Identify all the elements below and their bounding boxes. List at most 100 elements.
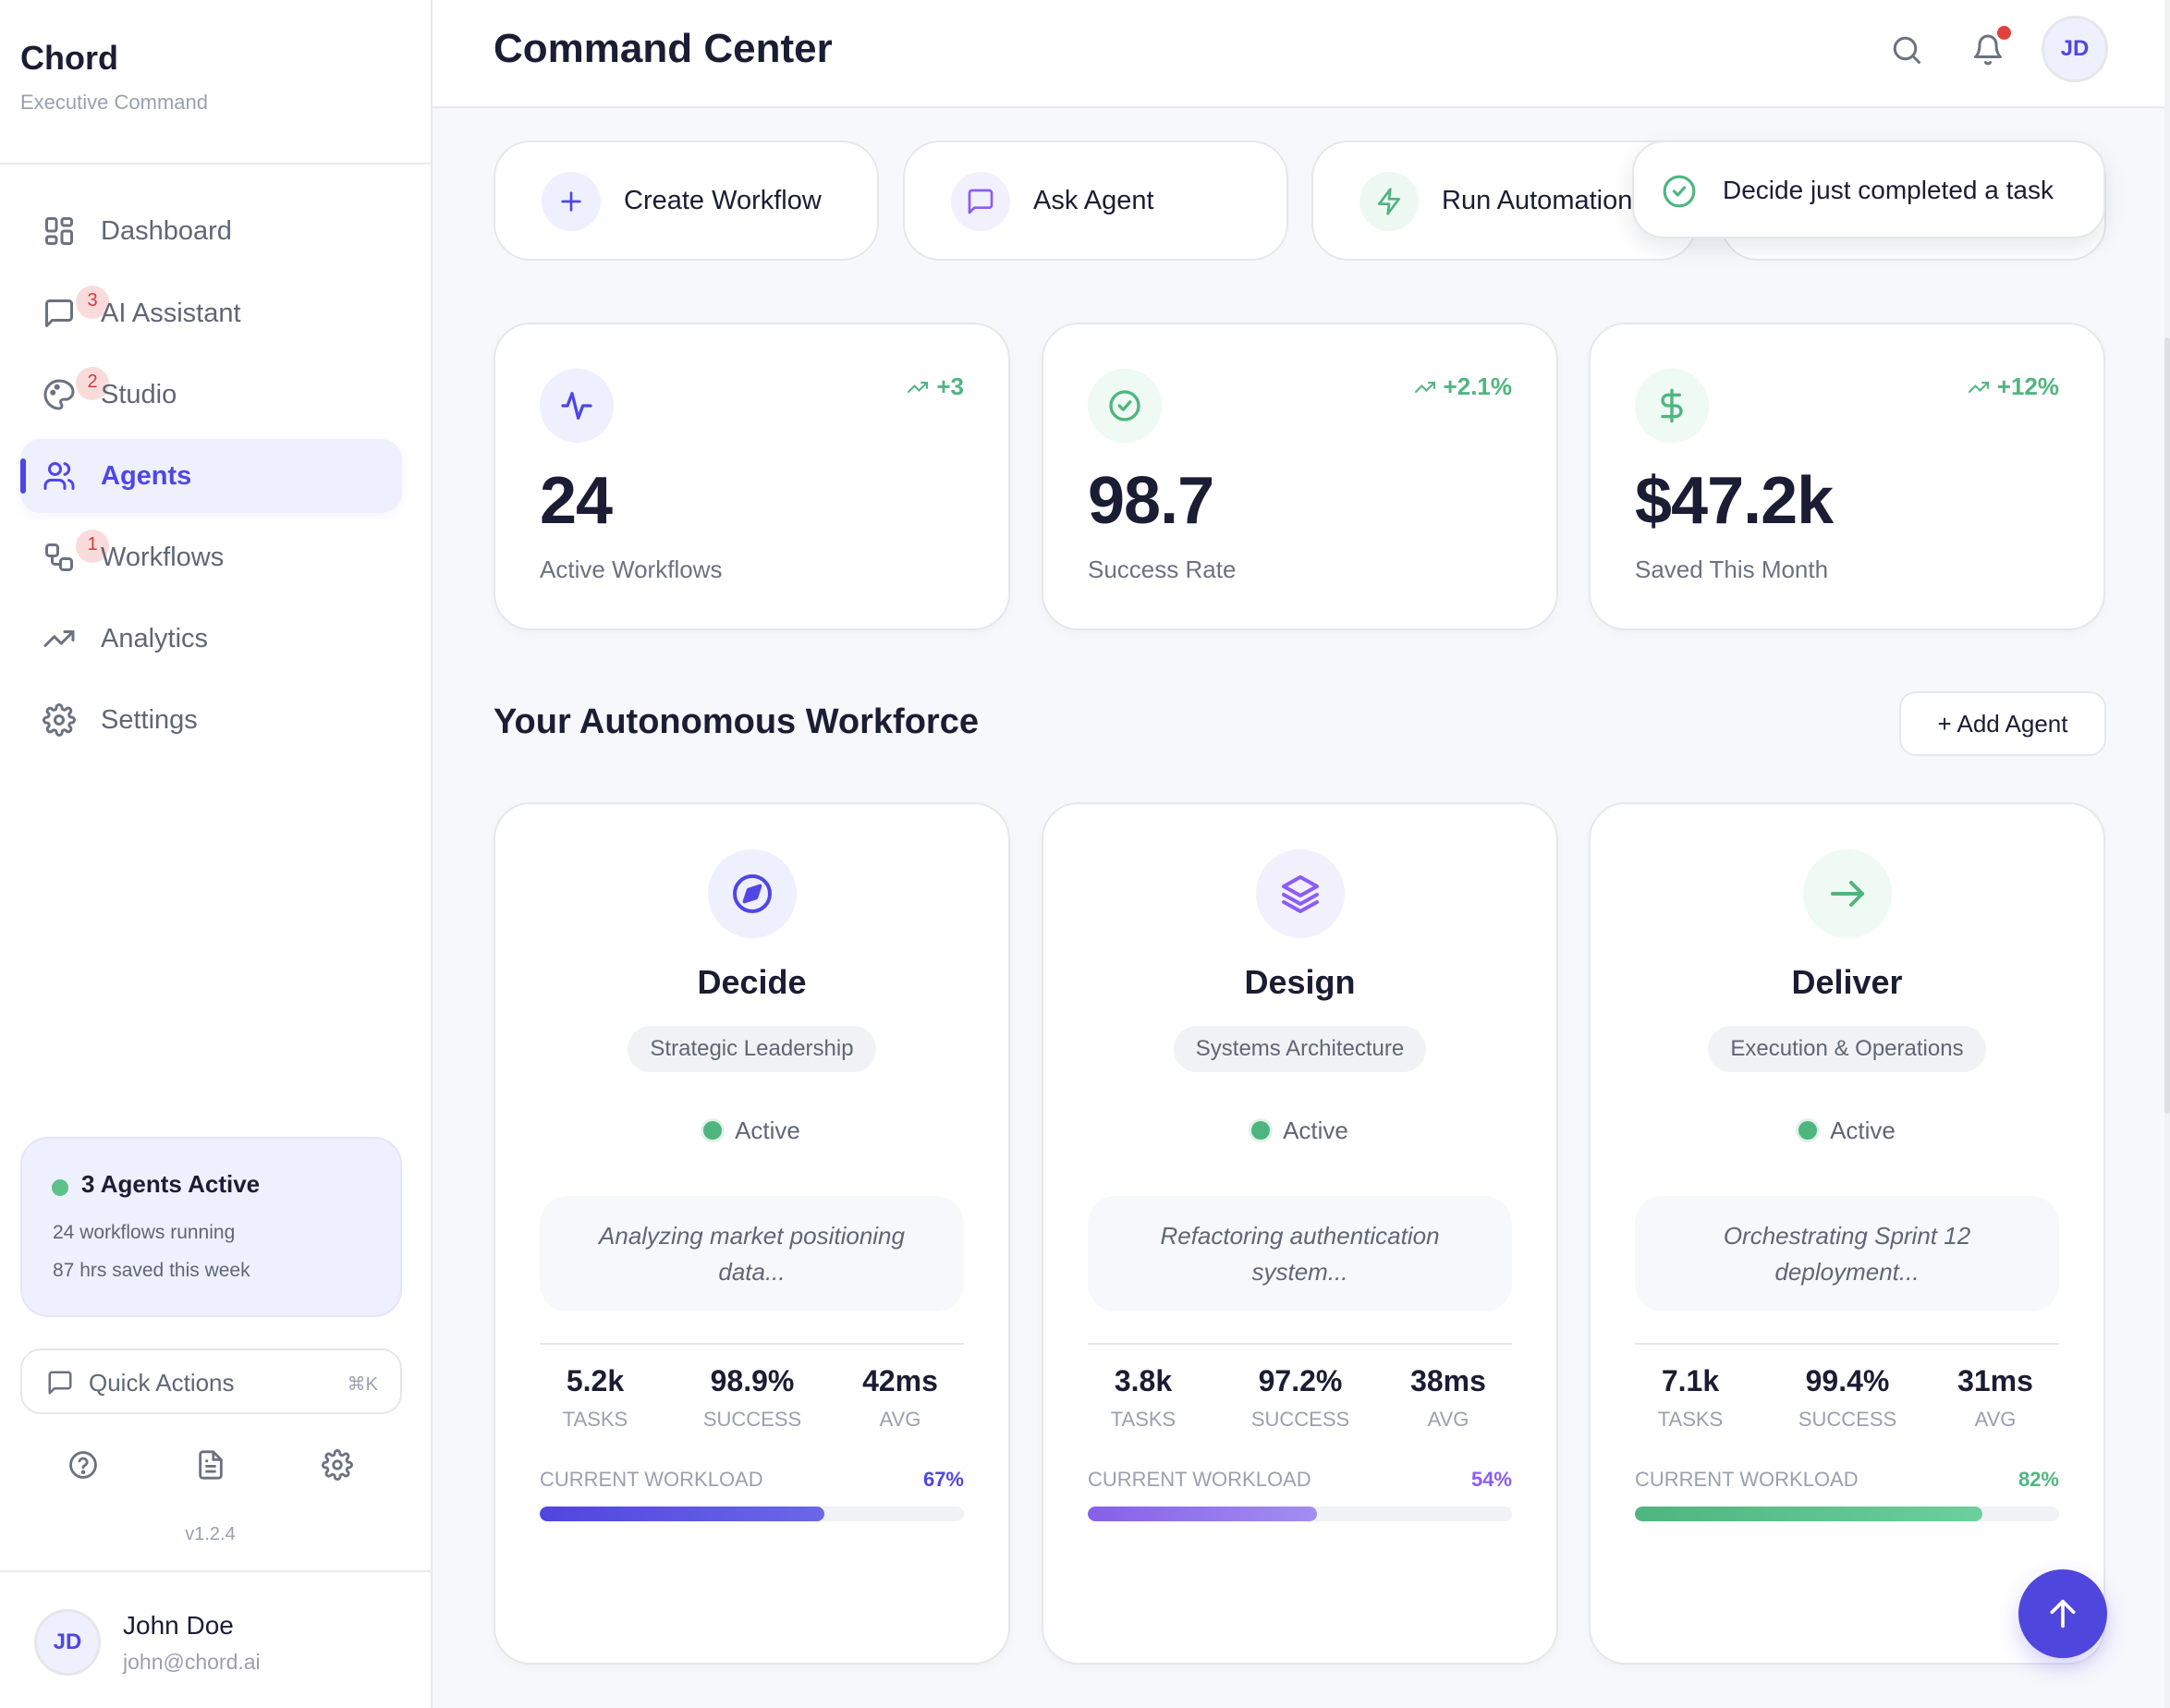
status-dot bbox=[1251, 1121, 1271, 1140]
stat-delta: +2.1% bbox=[1414, 372, 1512, 401]
sidebar-divider bbox=[0, 1570, 431, 1572]
sidebar-item-settings[interactable]: Settings bbox=[20, 683, 402, 757]
stat-value: $47.2k bbox=[1635, 464, 1834, 538]
stat-label: Saved This Month bbox=[1635, 555, 1829, 583]
sidebar-item-label: Dashboard bbox=[101, 215, 232, 246]
activity-icon bbox=[561, 392, 592, 420]
hours-saved-text: 87 hrs saved this week bbox=[53, 1260, 250, 1281]
stat-value: 24 bbox=[540, 464, 613, 538]
icon-circle bbox=[1803, 849, 1892, 938]
metric-label: AVG bbox=[879, 1408, 921, 1431]
message-square-icon bbox=[968, 189, 994, 214]
metric-tasks: 7.1k TASKS bbox=[1616, 1364, 1764, 1432]
check-circle-icon bbox=[1109, 390, 1140, 421]
layers-icon bbox=[1282, 875, 1319, 913]
message-square-icon bbox=[46, 1369, 74, 1397]
agent-activity: Refactoring authentication system... bbox=[1088, 1196, 1512, 1312]
agent-role-badge: Strategic Leadership bbox=[628, 1026, 876, 1072]
sidebar-item-label: AI Assistant bbox=[101, 298, 241, 328]
card-divider bbox=[540, 1343, 964, 1345]
icon-circle bbox=[540, 369, 614, 443]
toast-message: Decide just completed a task bbox=[1723, 176, 2054, 204]
metric-value: 97.2% bbox=[1258, 1364, 1343, 1397]
users-icon bbox=[43, 459, 76, 493]
notification-badge: 1 bbox=[76, 530, 109, 563]
agent-role-badge: Systems Architecture bbox=[1173, 1026, 1427, 1072]
lightning-icon bbox=[1378, 188, 1400, 215]
agent-role-badge: Execution & Operations bbox=[1708, 1026, 1986, 1072]
scrollbar-thumb[interactable] bbox=[2164, 337, 2170, 1114]
workload-label: CURRENT WORKLOAD bbox=[540, 1468, 763, 1491]
user-avatar[interactable]: JD bbox=[34, 1609, 101, 1676]
agent-card-design[interactable]: Design Systems Architecture Active Refac… bbox=[1042, 802, 1558, 1665]
bell-icon[interactable] bbox=[1971, 33, 2005, 67]
metric-tasks: 5.2k TASKS bbox=[521, 1364, 669, 1432]
header-avatar[interactable]: JD bbox=[2042, 16, 2108, 82]
agent-status: Active bbox=[1591, 1116, 2103, 1145]
metric-label: AVG bbox=[1974, 1408, 2017, 1431]
document-icon[interactable] bbox=[195, 1449, 226, 1481]
metric-label: TASKS bbox=[1657, 1408, 1724, 1431]
sidebar-item-label: Workflows bbox=[101, 542, 225, 572]
workload-bar bbox=[1635, 1507, 2059, 1521]
action-label: Create Workflow bbox=[624, 186, 822, 215]
gear-icon[interactable] bbox=[322, 1449, 353, 1481]
sidebar-item-label: Studio bbox=[101, 379, 177, 409]
plus-icon bbox=[561, 191, 581, 212]
agent-activity: Orchestrating Sprint 12 deployment... bbox=[1635, 1196, 2059, 1312]
metric-label: SUCCESS bbox=[702, 1408, 802, 1431]
sidebar-item-analytics[interactable]: Analytics bbox=[20, 602, 402, 676]
app-version: v1.2.4 bbox=[185, 1524, 236, 1544]
add-agent-button[interactable]: + Add Agent bbox=[1899, 691, 2106, 756]
workload-label: CURRENT WORKLOAD bbox=[1635, 1468, 1859, 1491]
dashboard-grid-icon bbox=[43, 214, 76, 248]
stat-card-active-workflows: +3 24 Active Workflows bbox=[494, 323, 1010, 630]
sidebar-item-dashboard[interactable]: Dashboard bbox=[20, 194, 402, 268]
sidebar-item-ai-assistant[interactable]: 3 AI Assistant bbox=[20, 276, 402, 350]
sidebar-item-label: Settings bbox=[101, 704, 198, 735]
help-circle-icon[interactable] bbox=[67, 1449, 99, 1481]
metric-avg: 42ms AVG bbox=[826, 1364, 974, 1432]
scroll-to-top-button[interactable] bbox=[2018, 1569, 2107, 1658]
workload-value: 54% bbox=[1470, 1468, 1512, 1491]
sidebar-item-agents[interactable]: Agents bbox=[20, 439, 402, 513]
action-label: Ask Agent bbox=[1033, 186, 1154, 215]
workflows-running-text: 24 workflows running bbox=[53, 1222, 236, 1243]
agent-status: Active bbox=[1043, 1116, 1556, 1145]
metric-success: 99.4% SUCCESS bbox=[1774, 1364, 1921, 1432]
create-workflow-button[interactable]: Create Workflow bbox=[494, 140, 879, 261]
toast-notification: Decide just completed a task bbox=[1632, 140, 2105, 238]
agent-name: Design bbox=[1244, 963, 1356, 1001]
search-icon[interactable] bbox=[1890, 33, 1923, 67]
status-dot bbox=[52, 1179, 68, 1196]
card-divider bbox=[1635, 1343, 2059, 1345]
status-dot bbox=[1798, 1121, 1818, 1140]
metric-value: 42ms bbox=[862, 1364, 938, 1397]
sidebar: Chord Executive Command Dashboard 3 AI A… bbox=[0, 0, 433, 1708]
metric-value: 99.4% bbox=[1805, 1364, 1890, 1397]
status-title: 3 Agents Active bbox=[81, 1170, 261, 1198]
agent-card-deliver[interactable]: Deliver Execution & Operations Active Or… bbox=[1589, 802, 2105, 1665]
icon-circle bbox=[951, 172, 1010, 231]
sidebar-item-workflows[interactable]: 1 Workflows bbox=[20, 520, 402, 594]
ask-agent-button[interactable]: Ask Agent bbox=[903, 140, 1288, 261]
trending-up-icon bbox=[43, 622, 76, 655]
stat-delta-value: +12% bbox=[1996, 372, 2059, 400]
workload-label: CURRENT WORKLOAD bbox=[1088, 1468, 1311, 1491]
stat-delta: +3 bbox=[907, 372, 964, 401]
agent-card-decide[interactable]: Decide Strategic Leadership Active Analy… bbox=[494, 802, 1010, 1665]
icon-circle bbox=[1635, 369, 1709, 443]
page-title: Command Center bbox=[494, 26, 833, 71]
stat-value: 98.7 bbox=[1088, 464, 1214, 538]
sidebar-item-studio[interactable]: 2 Studio bbox=[20, 358, 402, 432]
card-divider bbox=[1088, 1343, 1512, 1345]
metric-value: 38ms bbox=[1410, 1364, 1486, 1397]
metric-value: 31ms bbox=[1957, 1364, 2033, 1397]
sidebar-item-label: Analytics bbox=[101, 623, 209, 653]
section-title: Your Autonomous Workforce bbox=[494, 702, 979, 741]
quick-actions-button[interactable]: Quick Actions ⌘K bbox=[20, 1348, 402, 1414]
message-square-icon bbox=[43, 297, 76, 330]
agent-status-text: Active bbox=[1283, 1116, 1348, 1144]
metric-value: 98.9% bbox=[710, 1364, 795, 1397]
brand-subtitle: Executive Command bbox=[20, 91, 208, 114]
